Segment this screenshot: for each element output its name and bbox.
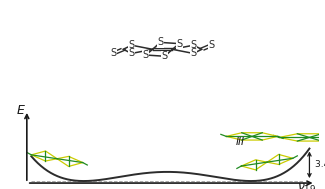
Text: $\nu_{19}$: $\nu_{19}$ xyxy=(297,182,316,189)
Text: 3.4 kJ/mol: 3.4 kJ/mol xyxy=(316,160,325,169)
Text: S: S xyxy=(110,48,116,58)
Text: S: S xyxy=(190,48,196,58)
Text: S: S xyxy=(190,40,196,50)
Text: S: S xyxy=(176,39,182,49)
Text: S: S xyxy=(129,40,135,50)
Text: S: S xyxy=(209,40,215,50)
Text: S: S xyxy=(129,48,135,58)
Text: S: S xyxy=(162,51,168,61)
Text: S: S xyxy=(143,50,149,60)
Text: III: III xyxy=(235,137,244,147)
Text: E: E xyxy=(16,104,24,117)
Text: S: S xyxy=(157,37,163,47)
